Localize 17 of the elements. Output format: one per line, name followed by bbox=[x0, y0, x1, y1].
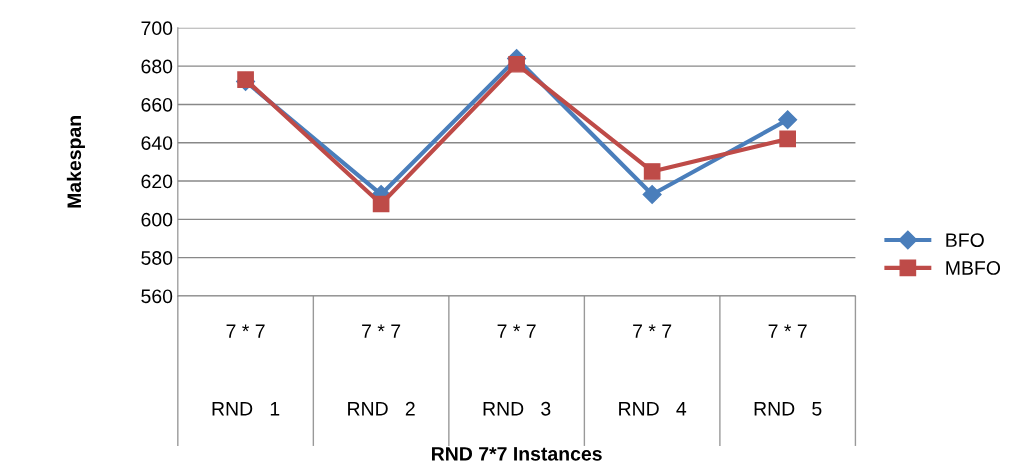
category-label: 7 * 7 RND 1 bbox=[212, 324, 280, 416]
legend-label: MBFO bbox=[946, 261, 1001, 275]
y-tick-label: 560 bbox=[141, 289, 173, 304]
text: RND 7*7 Instances bbox=[432, 447, 602, 461]
y-tick-label: 700 bbox=[141, 21, 173, 36]
category-label: 7 * 7 RND 4 bbox=[619, 324, 687, 416]
y-tick-label: 620 bbox=[141, 174, 173, 189]
y-axis-title: Makespan bbox=[66, 116, 85, 208]
legend-label: BFO bbox=[946, 233, 984, 248]
category-label: 7 * 7 RND 5 bbox=[754, 324, 822, 416]
category-label: 7 * 7 RND 3 bbox=[483, 324, 551, 416]
category-label: 7 * 7 RND 2 bbox=[348, 324, 415, 416]
y-tick-label: 680 bbox=[141, 59, 173, 74]
y-tick-label: 660 bbox=[141, 97, 173, 112]
y-tick-label: 600 bbox=[141, 212, 173, 227]
y-tick-label: 580 bbox=[141, 251, 173, 265]
y-tick-label: 640 bbox=[141, 136, 173, 150]
